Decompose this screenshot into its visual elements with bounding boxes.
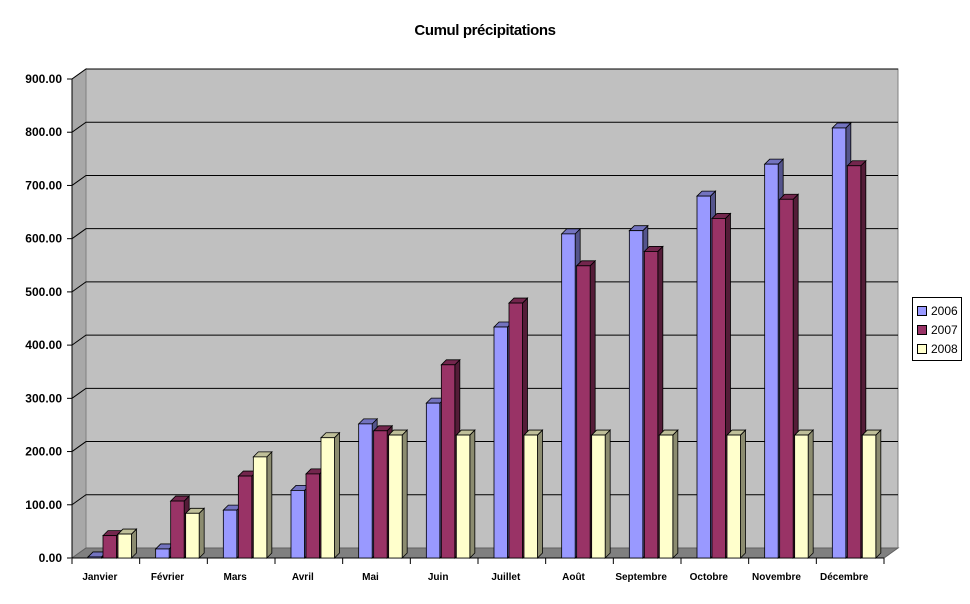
bar-2008-Janvier — [117, 533, 132, 559]
bar-2008-Août — [591, 434, 606, 559]
bar-2008-Mai — [388, 434, 403, 559]
bar-side — [266, 450, 273, 559]
legend-item-2008: 2008 — [917, 339, 961, 358]
y-tick-label: 200.00 — [25, 445, 62, 459]
bar-2008-Septembre — [658, 434, 674, 559]
bar-2008-Décembre — [861, 434, 877, 559]
bar-side — [807, 429, 814, 559]
bar-2006-Octobre — [696, 195, 711, 559]
bar-side — [604, 429, 611, 559]
bar-side — [469, 429, 476, 559]
gridline — [71, 441, 898, 452]
bar-2007-Février — [170, 500, 185, 559]
legend-swatch-2008 — [917, 343, 927, 354]
y-tick-label: 0.00 — [39, 551, 63, 565]
legend-label-2007: 2007 — [931, 322, 958, 337]
bar-2007-Novembre — [779, 198, 794, 559]
y-tick-label: 700.00 — [25, 178, 62, 192]
bar-2007-Octobre — [711, 218, 726, 559]
bar-2006-Juillet — [493, 326, 508, 559]
bar-2008-Juillet — [523, 434, 538, 559]
bar-2006-Janvier — [87, 556, 102, 559]
bar-2006-Décembre — [831, 127, 847, 559]
gridline — [71, 281, 898, 293]
legend-item-2007: 2007 — [917, 320, 961, 339]
bar-side — [537, 429, 543, 559]
bar-2006-Juin — [425, 402, 441, 559]
x-tick-label: Juillet — [491, 572, 521, 583]
x-tick-label: Janvier — [82, 572, 117, 583]
bar-2006-Mars — [222, 509, 238, 559]
bar-2007-Janvier — [102, 535, 117, 559]
plot-side-wall — [71, 68, 87, 559]
x-tick-label: Septembre — [615, 572, 667, 583]
bar-side — [334, 431, 340, 559]
bar-side — [401, 429, 408, 559]
bar-2007-Mai — [373, 430, 388, 559]
bar-2007-Juin — [440, 364, 456, 559]
bar-2008-Avril — [320, 437, 335, 559]
x-tick-label: Mars — [223, 572, 247, 583]
bar-side — [740, 429, 746, 559]
x-tick-label: Décembre — [820, 572, 869, 583]
x-tick-label: Novembre — [752, 572, 801, 583]
bar-2008-Octobre — [726, 434, 741, 559]
bar-2008-Février — [185, 512, 200, 559]
y-tick-label: 300.00 — [25, 391, 62, 405]
bar-side — [875, 429, 882, 559]
legend-label-2008: 2008 — [931, 341, 958, 356]
y-tick-label: 500.00 — [25, 285, 62, 299]
y-tick-label: 900.00 — [25, 72, 62, 86]
bar-2006-Février — [155, 548, 170, 559]
bar-side — [672, 429, 679, 559]
bar-2008-Juin — [455, 434, 471, 559]
bar-2006-Avril — [290, 490, 305, 559]
y-tick-label: 100.00 — [25, 498, 62, 512]
gridline — [71, 387, 898, 399]
bar-2008-Novembre — [794, 434, 809, 559]
legend-label-2006: 2006 — [931, 303, 958, 318]
legend: 2006 2007 2008 — [912, 297, 962, 361]
bar-2007-Mars — [237, 475, 253, 559]
bar-2006-Septembre — [628, 230, 644, 559]
bar-2007-Juillet — [508, 302, 523, 559]
y-tick-label: 800.00 — [25, 125, 62, 139]
legend-item-2006: 2006 — [917, 301, 961, 320]
x-tick-label: Février — [151, 572, 184, 583]
gridline — [71, 334, 898, 346]
y-tick-label: 400.00 — [25, 338, 62, 352]
x-tick-label: Avril — [292, 572, 314, 583]
gridline — [71, 494, 898, 506]
x-tick-label: Mai — [362, 572, 379, 583]
x-tick-label: Octobre — [690, 572, 729, 583]
gridline — [71, 174, 898, 186]
x-tick-label: Juin — [428, 572, 449, 583]
x-tick-label: Août — [562, 572, 585, 583]
bar-2007-Décembre — [846, 165, 862, 559]
gridline — [71, 228, 898, 240]
chart-title: Cumul précipitations — [414, 22, 556, 39]
legend-swatch-2006 — [917, 305, 927, 316]
gridline — [71, 121, 898, 133]
bar-2007-Août — [576, 265, 591, 559]
bar-2007-Avril — [305, 473, 320, 559]
bar-2006-Août — [561, 233, 576, 559]
bar-2008-Mars — [252, 456, 268, 559]
bar-side — [198, 507, 205, 559]
bar-2006-Mai — [358, 423, 373, 559]
gridline — [71, 68, 898, 80]
bar-2007-Septembre — [643, 251, 659, 559]
y-tick-label: 600.00 — [25, 232, 62, 246]
legend-swatch-2007 — [917, 324, 927, 335]
bar-2006-Novembre — [764, 163, 779, 559]
